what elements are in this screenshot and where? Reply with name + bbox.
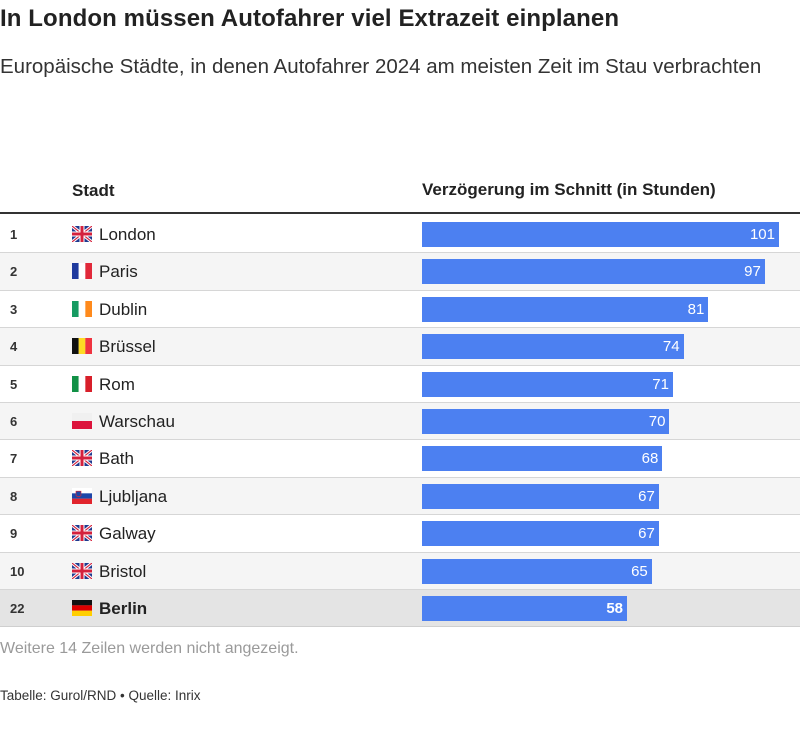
- row-city: Ljubljana: [99, 486, 168, 506]
- flag-france-icon: [72, 263, 93, 280]
- row-city: Rom: [99, 374, 135, 394]
- row-city: London: [99, 225, 156, 244]
- flag-uk-icon: [71, 449, 93, 468]
- delay-bar: 81: [422, 296, 709, 322]
- delay-value-label: 97: [744, 263, 761, 281]
- delay-bar: 71: [422, 371, 673, 397]
- delay-bar: 58: [422, 595, 627, 621]
- table-header: Stadt Verzögerung im Schnitt (in Stunden…: [0, 150, 800, 214]
- table-row: 10 Bristol 65: [0, 552, 800, 590]
- delay-bar: 68: [422, 446, 663, 472]
- chart-title: In London müssen Autofahrer viel Extraze…: [0, 5, 620, 32]
- table-row: 5 Rom 71: [0, 365, 800, 403]
- table-row: 6 Warschau 70: [0, 402, 800, 441]
- chart-subtitle: Europäische Städte, in denen Autofahrer …: [0, 55, 762, 78]
- row-rank: 9: [10, 526, 18, 542]
- column-header-delay: Verzögerung im Schnitt (in Stunden): [422, 180, 716, 199]
- flag-uk-icon: [71, 523, 93, 543]
- delay-value-label: 71: [652, 375, 669, 393]
- delay-bar: 74: [422, 334, 684, 360]
- delay-bar: 101: [422, 222, 779, 247]
- delay-bar: 65: [422, 558, 652, 584]
- row-city: Galway: [99, 524, 156, 544]
- flag-uk-icon: [71, 224, 93, 244]
- delay-bar: 97: [422, 259, 765, 285]
- row-city: Paris: [99, 262, 138, 282]
- flag-poland-icon: [72, 412, 92, 429]
- row-rank: 2: [10, 264, 18, 280]
- flag-belgium-icon: [72, 338, 93, 355]
- flag-slovenia-icon: [72, 487, 92, 504]
- table-row: 8 Ljubljana 67: [0, 477, 800, 516]
- row-city: Bristol: [99, 561, 147, 581]
- table-row: 3 Dublin 81: [0, 290, 800, 329]
- delay-bar: 67: [422, 483, 659, 509]
- table-row: 4 Brüssel 74: [0, 328, 800, 366]
- row-city: Dublin: [99, 299, 148, 319]
- table-row: 1 London 101: [0, 216, 800, 254]
- table-row: 2 Paris 97: [0, 253, 800, 291]
- row-city: Warschau: [99, 411, 175, 431]
- delay-value-label: 68: [641, 450, 659, 468]
- row-rank: 1: [10, 227, 18, 242]
- table-row: 7 Bath 68: [0, 440, 800, 478]
- row-rank: 6: [10, 413, 18, 429]
- hidden-rows-notice: Weitere 14 Zeilen werden nicht angezeigt…: [0, 640, 299, 657]
- delay-value-label: 67: [638, 487, 655, 505]
- row-rank: 3: [10, 301, 18, 317]
- row-city: Bath: [99, 449, 134, 469]
- delay-bar: 70: [422, 408, 670, 434]
- row-rank: 5: [10, 376, 18, 392]
- flag-italy-icon: [72, 375, 93, 392]
- row-city: Brüssel: [99, 337, 156, 357]
- table-body: 1 London 101 2 Paris 97 3 Dublin 81 4 Brüssel 74 5 Ro…: [0, 216, 800, 628]
- delay-value-label: 65: [631, 562, 648, 580]
- flag-ireland-icon: [72, 300, 93, 317]
- row-rank: 4: [10, 339, 18, 355]
- flag-germany-icon: [72, 599, 92, 616]
- delay-value-label: 74: [662, 338, 680, 356]
- row-rank: 10: [10, 563, 25, 579]
- table-row: 9 Galway 67: [0, 515, 800, 553]
- row-rank: 22: [10, 600, 25, 616]
- delay-value-label: 58: [606, 599, 623, 617]
- delay-value-label: 70: [648, 412, 666, 430]
- delay-bar: 67: [422, 521, 659, 547]
- row-rank: 8: [10, 488, 18, 504]
- delay-value-label: 81: [687, 300, 705, 318]
- column-header-city: Stadt: [72, 181, 115, 200]
- table-row: 22 Berlin 58: [0, 589, 800, 628]
- source-note: Tabelle: Gurol/RND • Quelle: Inrix: [0, 688, 201, 703]
- row-city: Berlin: [99, 598, 148, 618]
- flag-uk-icon: [71, 561, 93, 580]
- delay-value-label: 101: [749, 226, 775, 243]
- row-rank: 7: [10, 451, 18, 467]
- delay-value-label: 67: [638, 525, 655, 543]
